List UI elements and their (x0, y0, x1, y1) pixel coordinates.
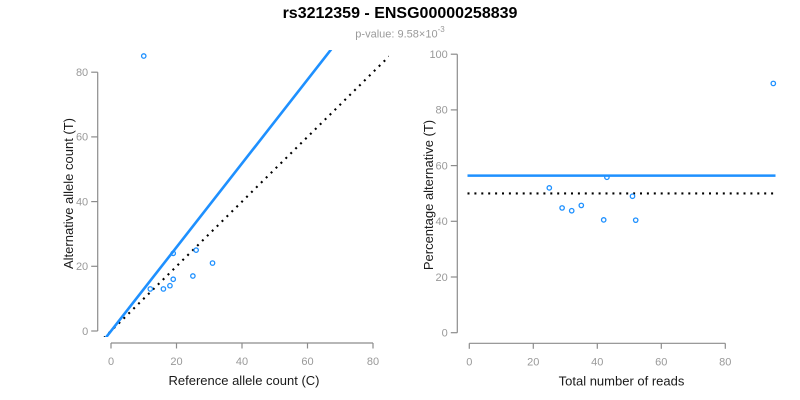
y-tick-label: 0 (82, 326, 88, 338)
data-point (160, 286, 167, 292)
x-axis-title: Reference allele count (C) (168, 373, 319, 388)
y-tick-label: 20 (436, 272, 448, 284)
x-axis-title: Total number of reads (559, 373, 685, 388)
y-tick-label: 80 (76, 67, 88, 79)
pvalue-text: p-value: 9.58×10 (355, 28, 438, 41)
data-point (578, 202, 585, 209)
data-point (190, 273, 196, 279)
pvalue-exponent: -3 (437, 25, 445, 34)
y-tick-label: 100 (429, 49, 447, 61)
x-tick-label: 40 (236, 356, 248, 368)
data-point (147, 286, 154, 292)
x-tick-label: 80 (367, 356, 379, 368)
y-axis-title: Alternative allele count (T) (61, 118, 76, 269)
x-tick-label: 40 (591, 356, 603, 368)
data-point (193, 247, 199, 253)
data-point (600, 217, 607, 223)
data-point (170, 276, 177, 283)
identity-reference-line (103, 55, 389, 337)
data-point (629, 193, 636, 200)
y-tick-label: 40 (436, 216, 448, 228)
x-tick-label: 60 (655, 356, 667, 368)
data-point (209, 260, 216, 266)
panel-counts: 0 20 40 60 80 0 20 40 60 80 Reference allele count… (61, 50, 389, 388)
data-point (559, 205, 565, 211)
x-tick-label: 60 (301, 356, 313, 368)
fitted-proportion-line (104, 50, 333, 337)
data-point (632, 217, 639, 224)
x-tick-label: 0 (466, 356, 472, 368)
plot-subtitle: p-value: 9.58×10-3 (0, 25, 800, 41)
y-tick-label: 20 (76, 261, 88, 273)
plot-title: rs3212359 - ENSG00000258839 (282, 5, 518, 22)
x-tick-label: 0 (108, 356, 114, 368)
panel-percentage: 0 20 40 60 80 100 0 20 40 60 80 Total number of rea… (421, 49, 777, 388)
data-point (568, 207, 575, 214)
data-point (140, 53, 147, 59)
data-point (604, 174, 610, 181)
y-axis-title: Percentage alternative (T) (421, 120, 436, 270)
x-tick-label: 20 (527, 356, 539, 368)
data-point (170, 250, 177, 257)
data-point (167, 282, 173, 289)
x-tick-label: 80 (719, 356, 731, 368)
y-tick-label: 80 (436, 105, 448, 117)
y-tick-label: 60 (436, 160, 448, 172)
y-tick-label: 0 (442, 328, 448, 340)
y-tick-label: 40 (76, 196, 88, 208)
data-point (770, 80, 777, 87)
data-point (546, 185, 553, 191)
x-tick-label: 20 (170, 356, 182, 368)
y-tick-label: 60 (76, 132, 88, 144)
